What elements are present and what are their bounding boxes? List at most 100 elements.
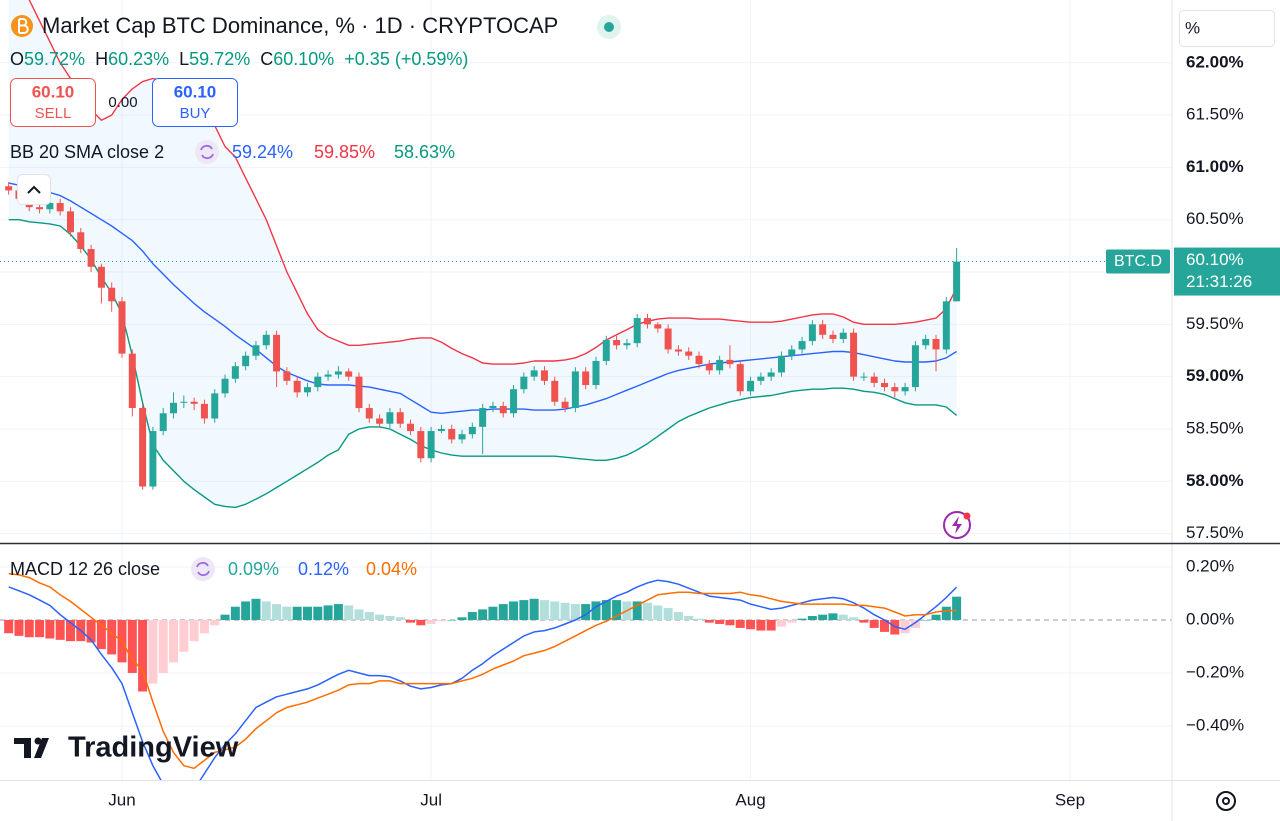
macd-histogram-bar	[766, 619, 776, 631]
candle-body	[489, 405, 497, 409]
candle-body	[499, 405, 507, 414]
candle-body	[283, 371, 291, 381]
y-tick-label: 59.50%	[1186, 314, 1244, 333]
candle-body	[757, 376, 765, 381]
macd-histogram-bar	[220, 614, 230, 620]
macd-pane	[4, 572, 962, 780]
macd-histogram-bar	[478, 609, 488, 620]
macd-histogram-bar	[251, 598, 261, 620]
candle-body	[139, 408, 147, 487]
ohlc-legend: O59.72% H60.23% L59.72% C60.10% +0.35 (+0.59…	[10, 49, 468, 69]
macd-histogram-bar	[725, 619, 735, 626]
macd-histogram-bar	[375, 614, 385, 620]
macd-histogram-bar	[395, 617, 405, 620]
ohlc-value: 60.10%	[273, 49, 334, 69]
macd-histogram-bar	[715, 619, 725, 624]
ohlc-key: H	[95, 49, 108, 69]
bitcoin-glyph	[18, 18, 29, 34]
candle-body	[314, 376, 322, 388]
macd-histogram-bar	[900, 619, 910, 634]
macd-histogram-bar	[96, 619, 106, 650]
macd-histogram-bar	[756, 619, 766, 631]
percent-button[interactable]	[1179, 10, 1275, 47]
macd-histogram-bar	[807, 616, 817, 620]
macd-histogram-bar	[591, 601, 601, 620]
candle-body	[221, 378, 229, 394]
logo-text: TradingView	[68, 732, 239, 764]
ohlc-key: O	[10, 49, 24, 69]
candle-body	[530, 370, 538, 377]
candle-body	[46, 202, 54, 210]
candle-body	[850, 332, 858, 377]
alerts-badge	[963, 512, 971, 520]
macd-histogram-bar	[457, 617, 467, 620]
candle-body	[324, 374, 332, 377]
settings-icon[interactable]	[1216, 791, 1236, 811]
y-tick-label: 62.00%	[1186, 52, 1244, 71]
candle-body	[819, 324, 827, 335]
y-tick-label: 61.50%	[1186, 105, 1244, 124]
macd-histogram-bar	[797, 618, 807, 620]
y-tick-label: 57.50%	[1186, 523, 1244, 542]
candle-body	[674, 349, 682, 352]
candle-body	[149, 431, 157, 487]
macd-histogram-bar	[436, 619, 446, 622]
ohlc-change: +0.35 (+0.59%)	[344, 49, 468, 69]
macd-histogram-bar	[879, 619, 889, 632]
macd-line-value: 0.12%	[298, 559, 349, 579]
macd-histogram-bar	[941, 606, 951, 620]
macd-histogram-bar	[643, 602, 653, 620]
macd-histogram-bar	[261, 601, 271, 620]
macd-histogram-bar	[704, 619, 714, 623]
candle-body	[128, 353, 136, 409]
candle-body	[551, 380, 559, 402]
candle-body	[252, 345, 260, 356]
candle-body	[664, 328, 672, 350]
macd-histogram-bar	[776, 619, 786, 627]
candle-body	[180, 401, 188, 403]
bb-settings-icon[interactable]	[195, 140, 219, 164]
percent-label: %	[1185, 18, 1200, 37]
ohlc-value: 60.23%	[108, 49, 169, 69]
logo-dot	[34, 737, 42, 745]
macd-histogram-bar	[302, 606, 312, 620]
macd-histogram-bar	[509, 601, 519, 620]
macd-histogram-bar	[344, 605, 354, 620]
candle-body	[540, 370, 548, 381]
macd-histogram-bar	[663, 608, 673, 620]
y-tick-label: 61.00%	[1186, 157, 1244, 176]
macd-histogram-bar	[539, 600, 549, 620]
price-pane	[0, 0, 1172, 509]
macd-histogram-bar	[952, 596, 962, 620]
macd-histogram-bar	[35, 619, 45, 638]
macd-histogram-bar	[416, 619, 426, 626]
macd-histogram-bar	[86, 619, 96, 643]
bb-upper-value: 59.85%	[314, 142, 375, 162]
macd-histogram-bar	[931, 614, 941, 620]
candle-body	[726, 359, 734, 365]
sell-button[interactable]	[10, 78, 96, 127]
macd-settings-glyph	[196, 561, 210, 577]
collapse-button[interactable]	[17, 174, 51, 205]
candle-body	[417, 431, 425, 459]
candle-body	[901, 387, 909, 392]
candle-body	[716, 359, 724, 371]
macd-histogram-bar	[426, 619, 436, 624]
macd-histogram-bar	[323, 605, 333, 620]
macd-histogram-bar	[735, 619, 745, 628]
macd-histogram-bar	[838, 614, 848, 620]
candle-body	[273, 334, 281, 372]
macd-settings-icon[interactable]	[191, 557, 215, 581]
candle-body	[293, 380, 301, 393]
macd-histogram-bar	[292, 606, 302, 620]
buy-button[interactable]	[152, 78, 238, 127]
candle-body	[571, 371, 579, 409]
y-tick-label: 59.00%	[1186, 366, 1244, 385]
macd-histogram-bar	[364, 612, 374, 620]
candle-body	[36, 207, 44, 210]
macd-histogram-bar	[818, 614, 828, 620]
candle-body	[231, 366, 239, 379]
macd-histogram-bar	[859, 619, 869, 623]
sell-label: SELL	[35, 105, 72, 122]
